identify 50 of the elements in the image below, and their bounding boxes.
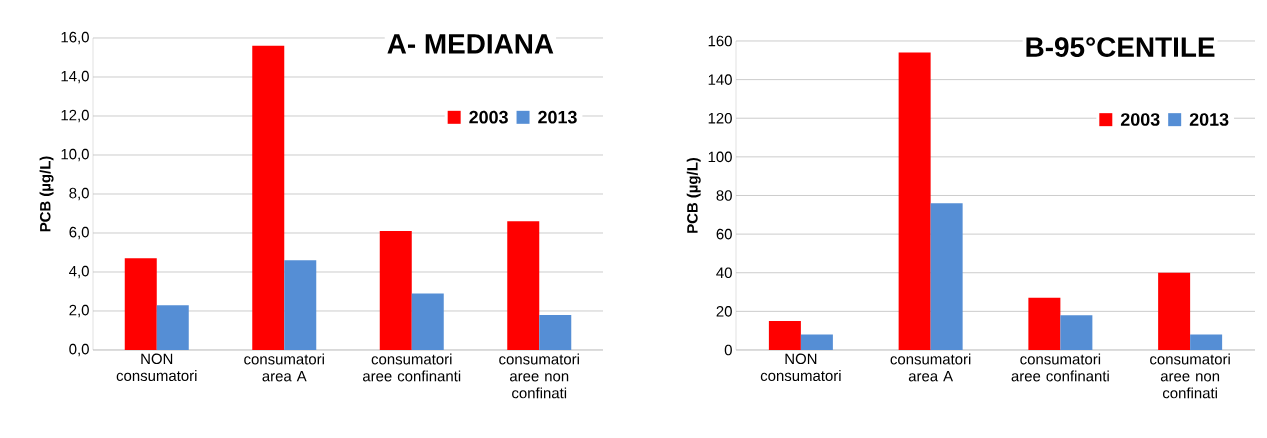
y-tick-label: 14,0 [61, 70, 89, 84]
x-tick-label: consumatori aree non confinati [1150, 353, 1230, 399]
y-axis-title: PCB (µg/L) [686, 157, 701, 233]
bar [156, 305, 189, 350]
y-tick-label: 12,0 [61, 109, 89, 123]
chart-title: B-95°CENTILE [1026, 37, 1215, 57]
x-tick-label: consumatori area A [890, 353, 971, 382]
bar [539, 314, 572, 350]
bar [1060, 315, 1093, 350]
bar [284, 260, 317, 350]
bar [507, 221, 540, 350]
y-tick-label: 16,0 [61, 31, 89, 45]
bar [252, 45, 285, 350]
legend-label: 2013 [1189, 113, 1229, 126]
y-tick-label: 2,0 [69, 304, 89, 318]
bar [1028, 297, 1061, 350]
y-tick-label: 60 [716, 228, 732, 240]
bar [379, 231, 412, 350]
bar [768, 321, 801, 350]
y-tick-label: 40 [716, 267, 732, 279]
y-tick-label: 10,0 [61, 148, 89, 162]
y-tick-label: 100 [708, 151, 732, 163]
x-tick-label: consumatori area A [244, 353, 324, 382]
y-tick-label: 4,0 [69, 265, 89, 279]
bar [800, 334, 833, 350]
bar [124, 258, 157, 350]
x-tick-label: NON consumatori [116, 353, 197, 382]
y-tick-label: 140 [708, 74, 732, 85]
bar [411, 293, 444, 350]
y-tick-label: 8,0 [69, 187, 89, 201]
y-tick-label: 160 [708, 35, 732, 47]
bar [1158, 272, 1191, 350]
chart-title: A- MEDIANA [387, 34, 554, 54]
y-tick-label: 20 [716, 306, 732, 317]
y-axis-title: PCB (µg/L) [39, 156, 54, 232]
y-tick-label: 6,0 [69, 226, 89, 240]
bar [898, 52, 931, 350]
y-tick-label: 80 [716, 190, 732, 201]
y-tick-label: 0 [724, 344, 732, 356]
y-tick-label: 120 [708, 112, 732, 124]
y-tick-label: 0,0 [69, 343, 89, 357]
x-tick-label: consumatori aree non confinati [499, 353, 579, 399]
x-tick-label: consumatori aree confinanti [1011, 353, 1109, 382]
x-tick-label: NON consumatori [760, 353, 841, 382]
legend-label: 2013 [538, 110, 577, 124]
bar [930, 203, 963, 350]
bar [1190, 334, 1223, 350]
x-tick-label: consumatori aree confinanti [362, 353, 461, 382]
legend-label: 2003 [469, 110, 508, 124]
legend-label: 2003 [1120, 113, 1160, 126]
